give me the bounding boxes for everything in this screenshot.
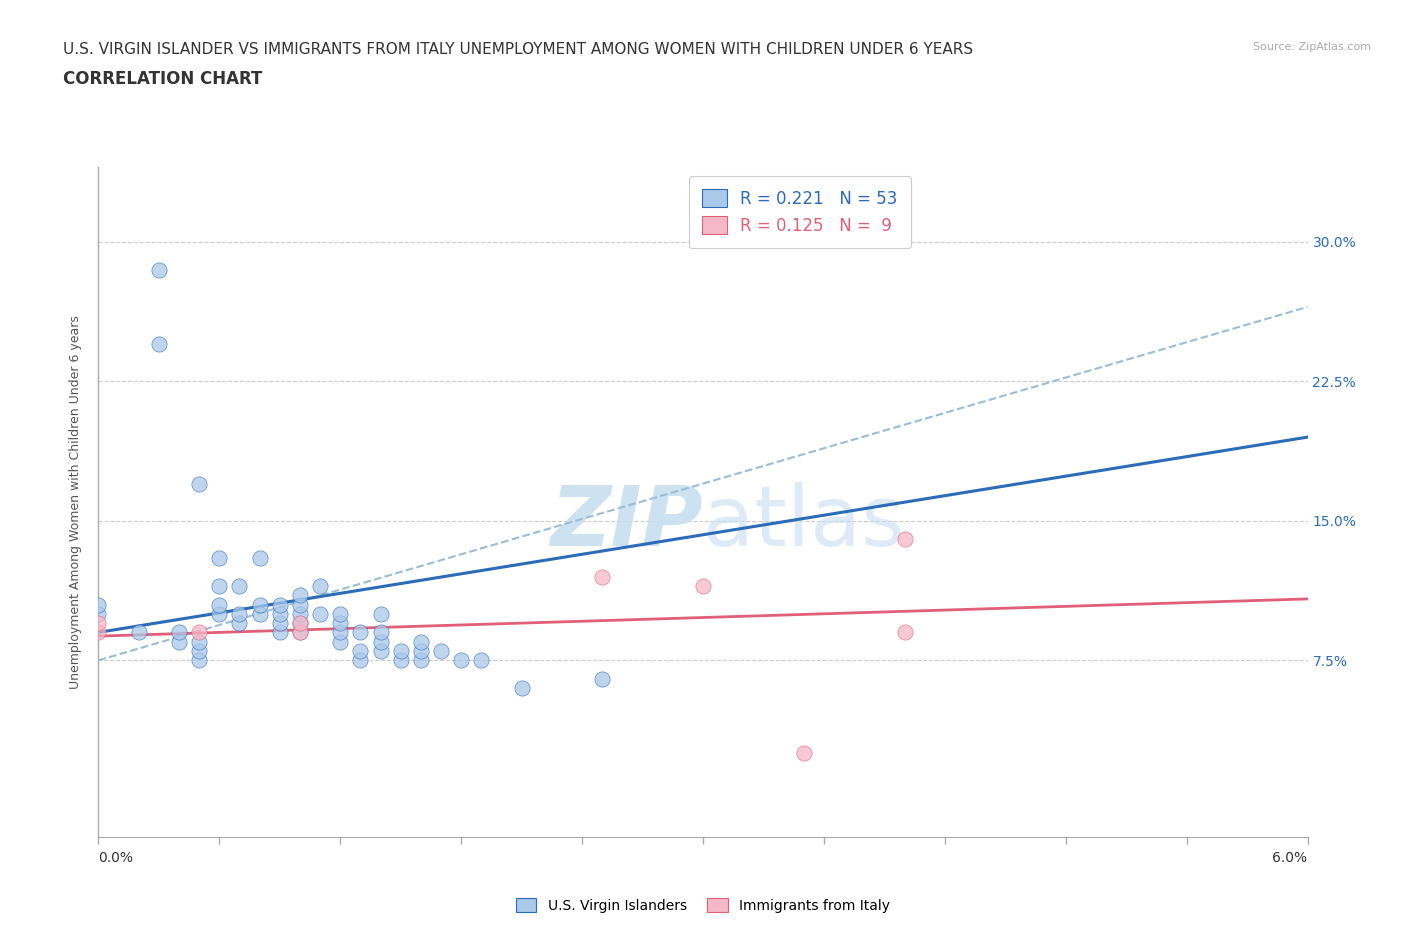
Point [430, 644, 453, 658]
Point [167, 634, 190, 649]
Point [370, 606, 392, 621]
Point [329, 616, 352, 631]
Point [893, 625, 915, 640]
Point [269, 597, 291, 612]
Point [269, 616, 291, 631]
Legend: R = 0.221   N = 53, R = 0.125   N =  9: R = 0.221 N = 53, R = 0.125 N = 9 [689, 176, 911, 248]
Point [793, 746, 815, 761]
Point [87, 625, 110, 640]
Point [329, 625, 352, 640]
Point [591, 671, 613, 686]
Point [128, 625, 150, 640]
Point [188, 476, 211, 491]
Point [228, 578, 250, 593]
Text: U.S. VIRGIN ISLANDER VS IMMIGRANTS FROM ITALY UNEMPLOYMENT AMONG WOMEN WITH CHIL: U.S. VIRGIN ISLANDER VS IMMIGRANTS FROM … [63, 42, 973, 57]
Text: atlas: atlas [703, 482, 904, 563]
Text: Source: ZipAtlas.com: Source: ZipAtlas.com [1253, 42, 1371, 52]
Point [409, 644, 432, 658]
Point [188, 644, 211, 658]
Point [409, 634, 432, 649]
Point [249, 606, 271, 621]
Point [249, 597, 271, 612]
Point [893, 532, 915, 547]
Text: 0.0%: 0.0% [98, 851, 134, 865]
Point [329, 606, 352, 621]
Text: 6.0%: 6.0% [1272, 851, 1308, 865]
Point [208, 551, 231, 565]
Point [389, 653, 412, 668]
Point [309, 606, 332, 621]
Point [208, 606, 231, 621]
Point [228, 616, 250, 631]
Point [188, 634, 211, 649]
Point [188, 625, 211, 640]
Point [510, 681, 533, 696]
Point [288, 625, 311, 640]
Point [148, 262, 170, 277]
Text: CORRELATION CHART: CORRELATION CHART [63, 70, 263, 87]
Point [370, 634, 392, 649]
Point [370, 625, 392, 640]
Point [87, 597, 110, 612]
Point [208, 597, 231, 612]
Point [228, 606, 250, 621]
Point [329, 634, 352, 649]
Point [188, 653, 211, 668]
Point [87, 616, 110, 631]
Text: ZIP: ZIP [550, 482, 703, 563]
Point [269, 625, 291, 640]
Legend: U.S. Virgin Islanders, Immigrants from Italy: U.S. Virgin Islanders, Immigrants from I… [510, 893, 896, 919]
Point [288, 616, 311, 631]
Point [309, 578, 332, 593]
Point [87, 606, 110, 621]
Point [288, 588, 311, 603]
Point [288, 616, 311, 631]
Point [269, 606, 291, 621]
Point [208, 578, 231, 593]
Point [370, 644, 392, 658]
Point [288, 606, 311, 621]
Point [591, 569, 613, 584]
Y-axis label: Unemployment Among Women with Children Under 6 years: Unemployment Among Women with Children U… [69, 315, 83, 689]
Point [249, 551, 271, 565]
Point [148, 337, 170, 352]
Point [470, 653, 492, 668]
Point [450, 653, 472, 668]
Point [349, 625, 371, 640]
Point [167, 625, 190, 640]
Point [409, 653, 432, 668]
Point [288, 625, 311, 640]
Point [349, 644, 371, 658]
Point [288, 597, 311, 612]
Point [349, 653, 371, 668]
Point [389, 644, 412, 658]
Point [692, 578, 714, 593]
